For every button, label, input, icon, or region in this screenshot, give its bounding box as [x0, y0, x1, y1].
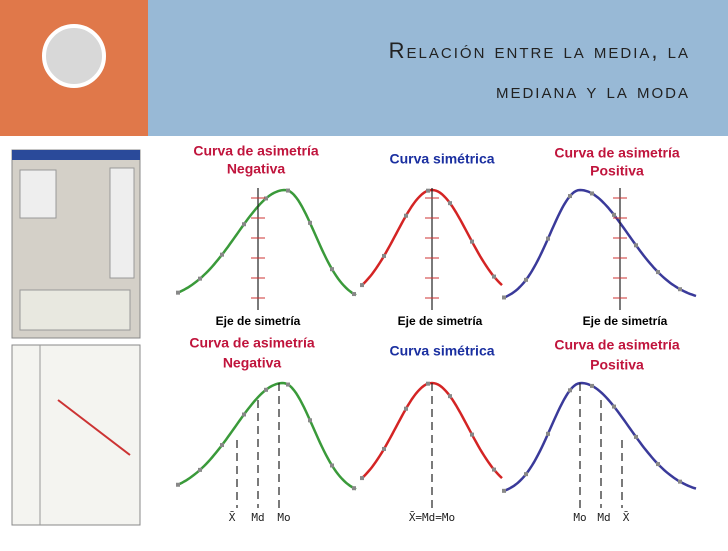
header-band [148, 0, 728, 136]
curve-point [470, 239, 474, 244]
thumbnail-table [11, 344, 141, 526]
label: Curva simétrica [389, 151, 494, 167]
mark-label: Mo [573, 511, 586, 524]
label: Negativa [227, 161, 286, 177]
label: Curva de asimetría [554, 145, 679, 161]
curve-point [502, 295, 506, 300]
mark-label: Md [597, 511, 610, 524]
thumbnail-bar [12, 150, 140, 160]
curve-point [502, 488, 506, 493]
curve-point [198, 467, 202, 472]
curve-point [360, 283, 364, 288]
curve-point [492, 274, 496, 279]
curve-point [470, 432, 474, 437]
curve-point [382, 446, 386, 451]
title: mediana y la moda [496, 78, 690, 103]
curve-point [264, 196, 268, 201]
curve-point [546, 431, 550, 436]
curve-point [360, 476, 364, 481]
label: Curva de asimetría [554, 337, 679, 353]
thumbnail-box [109, 167, 135, 279]
curve-point [634, 243, 638, 248]
axis-label: Eje de simetría [216, 314, 301, 328]
curve-point [220, 443, 224, 448]
curve-point [678, 479, 682, 484]
bell-curve [503, 188, 697, 299]
label: Negativa [223, 355, 282, 371]
curve-point [176, 482, 180, 487]
curve-point [198, 276, 202, 281]
decor-circle [42, 24, 106, 88]
curve-point [612, 212, 616, 217]
curve-point [634, 434, 638, 439]
curve-point [352, 486, 356, 491]
curve-point [242, 222, 246, 227]
curve-point [264, 387, 268, 392]
curve-point [568, 194, 572, 199]
axis-label: Eje de simetría [583, 314, 668, 328]
curve-point [448, 201, 452, 206]
curve-point [568, 388, 572, 393]
curve-point [404, 406, 408, 411]
curve-point [546, 236, 550, 241]
mark-label: X̄ [623, 511, 630, 524]
curve-point [330, 463, 334, 468]
curve-point [286, 382, 290, 387]
curve-point [330, 267, 334, 272]
curve-point [524, 472, 528, 477]
curve-point [612, 404, 616, 409]
curve-point [524, 277, 528, 282]
curve-point [426, 188, 430, 193]
label: Curva simétrica [389, 343, 494, 359]
curve-point [590, 383, 594, 388]
thumbnail-box [19, 289, 131, 331]
bell-curve [503, 381, 697, 492]
curve-point [308, 418, 312, 423]
curve-point [382, 253, 386, 258]
thumbnail-box [19, 169, 57, 219]
curve-point [656, 270, 660, 275]
label: Positiva [590, 357, 644, 373]
curve-point [308, 220, 312, 225]
thumbnail-arrow [57, 399, 131, 456]
mark-label: X̄ [229, 511, 236, 524]
mark-label: Mo [277, 511, 290, 524]
mark-label: Md [251, 511, 264, 524]
label: Positiva [590, 163, 644, 179]
curve-point [678, 287, 682, 292]
label: Curva de asimetría [193, 143, 318, 159]
curve-point [426, 381, 430, 386]
label: Curva de asimetría [189, 335, 314, 351]
curve-point [352, 292, 356, 297]
curve-point [176, 290, 180, 295]
curve-point [404, 213, 408, 218]
curve-point [220, 252, 224, 257]
curve-point [656, 462, 660, 467]
curve-point [286, 188, 290, 193]
title: Relación entre la media, la [389, 38, 690, 63]
curve-point [492, 467, 496, 472]
axis-label: Eje de simetría [398, 314, 483, 328]
mark-label: X̄=Md=Mo [409, 511, 455, 524]
curve-point [590, 191, 594, 196]
curve-point [242, 412, 246, 417]
curve-point [448, 394, 452, 399]
